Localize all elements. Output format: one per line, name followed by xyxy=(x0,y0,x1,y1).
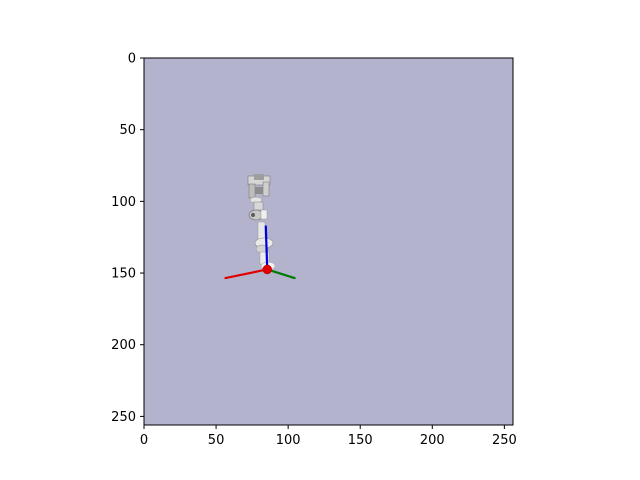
y-axis-line xyxy=(266,268,296,280)
plot-frame xyxy=(143,57,514,426)
x-axis-line xyxy=(224,268,269,280)
x-tick-label: 100 xyxy=(276,433,301,448)
base-origin-marker xyxy=(262,264,272,275)
y-tick-label: 0 xyxy=(128,52,136,67)
x-tick-label: 50 xyxy=(208,433,225,448)
x-tick-label: 250 xyxy=(492,433,517,448)
x-tick-label: 200 xyxy=(420,433,445,448)
z-axis-line xyxy=(264,225,269,271)
x-tick-label: 0 xyxy=(140,433,148,448)
y-tick-label: 250 xyxy=(111,410,136,425)
y-tick-label: 100 xyxy=(111,195,136,210)
y-tick-label: 200 xyxy=(111,338,136,353)
y-ticks: 0 50 100 150 200 250 xyxy=(111,52,144,425)
y-tick-label: 50 xyxy=(119,123,136,138)
x-tick-label: 150 xyxy=(348,433,373,448)
axes-overlay xyxy=(224,225,296,280)
x-ticks: 0 50 100 150 200 250 xyxy=(140,425,517,448)
image-panel xyxy=(144,58,513,425)
y-tick-label: 150 xyxy=(111,267,136,282)
